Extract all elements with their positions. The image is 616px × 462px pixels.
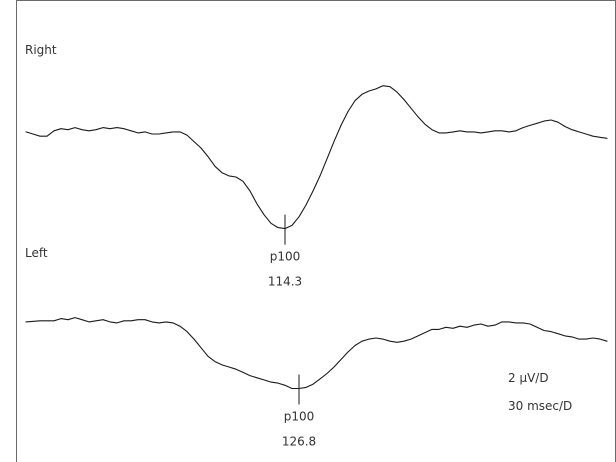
chart-frame [16,0,616,462]
trace-label-left: Left [25,246,48,260]
trace-label-right: Right [25,43,57,57]
latency-value-left: 126.8 [282,435,316,449]
latency-value-right: 114.3 [268,275,302,289]
waveform-right [25,85,608,230]
p100-label-left: p100 [284,410,315,424]
waveform-left [25,317,608,390]
p100-label-right: p100 [270,250,301,264]
time-scale-label: 30 msec/D [508,399,572,413]
amplitude-scale-label: 2 μV/D [508,371,549,385]
